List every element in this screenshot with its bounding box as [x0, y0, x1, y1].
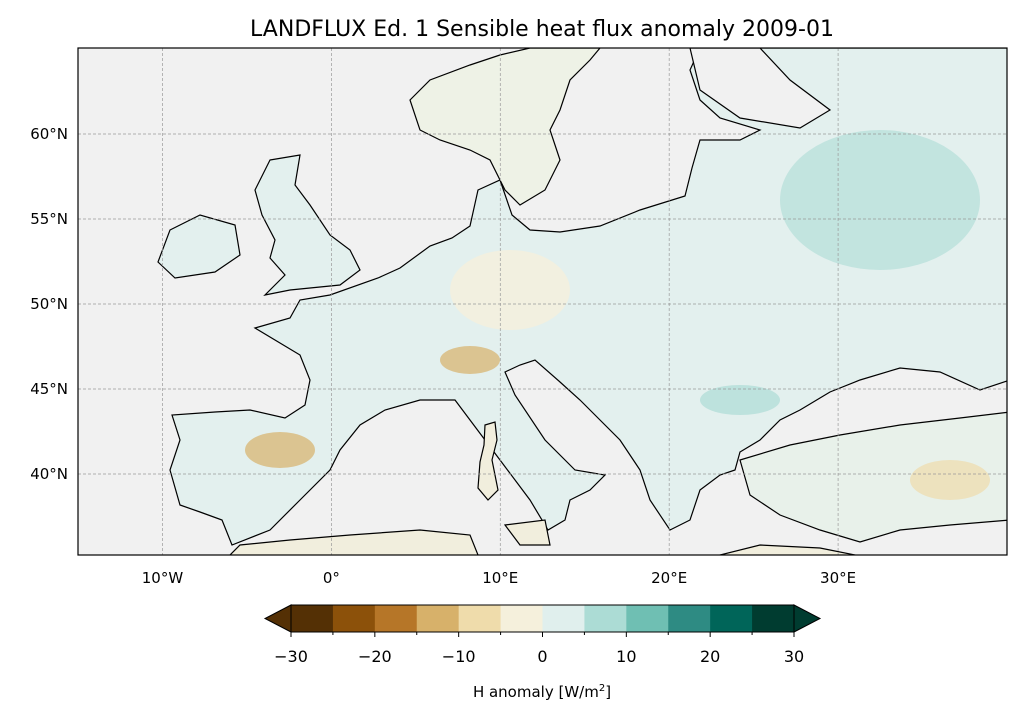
colorbar-bin [291, 605, 334, 632]
colorbar-tick-label: −30 [274, 647, 308, 666]
colorbar-tick-label: −10 [442, 647, 476, 666]
gridlines [78, 48, 1007, 555]
land-sicily [503, 519, 551, 546]
lat-tick-label: 45°N [30, 380, 68, 398]
lat-tick-label: 50°N [30, 295, 68, 313]
colorbar-bin [752, 605, 795, 632]
colorbar-bin [332, 605, 376, 632]
colorbar-extend-max [793, 604, 822, 633]
lon-tick-label: 10°E [482, 569, 518, 587]
lon-tick-label: 0° [323, 569, 340, 587]
colorbar-bin [500, 605, 543, 632]
anomaly-patch-romania [700, 385, 780, 415]
lon-tick-labels: 10°W 0° 10°E 20°E 30°E [142, 569, 856, 587]
lon-tick-label: 10°W [142, 569, 184, 587]
land-great-britain [254, 154, 361, 296]
land-africa-east [717, 544, 859, 555]
colorbar: −30 −20 −10 0 10 20 30 [263, 604, 822, 666]
colorbar-tick-label: 10 [616, 647, 636, 666]
land-anatolia [739, 411, 1007, 543]
colorbar-tick-label: 20 [700, 647, 720, 666]
land-ireland [157, 214, 241, 279]
colorbar-extend-min [263, 604, 292, 633]
map-land [157, 48, 1007, 555]
colorbar-bin [374, 605, 418, 632]
figure-title: LANDFLUX Ed. 1 Sensible heat flux anomal… [250, 17, 834, 42]
anomaly-patch-germany [450, 250, 570, 330]
lon-tick-label: 20°E [651, 569, 687, 587]
land-corsica-sardinia [477, 421, 499, 501]
lat-tick-label: 60°N [30, 125, 68, 143]
anomaly-patch-spain [245, 432, 315, 468]
colorbar-bin [416, 605, 460, 632]
land-finland-russia-lake [689, 48, 832, 129]
anomaly-patch-turkey [910, 460, 990, 500]
lat-tick-label: 55°N [30, 210, 68, 228]
map-frame [77, 47, 1008, 556]
lon-tick-label: 30°E [820, 569, 856, 587]
colorbar-label: H anomaly [W/m2] [473, 683, 611, 701]
colorbar-bin [542, 605, 585, 632]
land-africa [229, 529, 479, 555]
colorbar-tick-label: 0 [537, 647, 547, 666]
lat-tick-label: 40°N [30, 465, 68, 483]
colorbar-tick-label: −20 [358, 647, 392, 666]
colorbar-bin [458, 605, 502, 632]
colorbar-bin [626, 605, 669, 632]
colorbar-bin [584, 605, 627, 632]
lat-tick-labels: 60°N 55°N 50°N 45°N 40°N [30, 125, 68, 483]
colorbar-bin [710, 605, 753, 632]
anomaly-patch-russia [780, 130, 980, 270]
anomaly-patch-alps [440, 346, 500, 374]
colorbar-tick-label: 30 [784, 647, 804, 666]
colorbar-bin [668, 605, 711, 632]
